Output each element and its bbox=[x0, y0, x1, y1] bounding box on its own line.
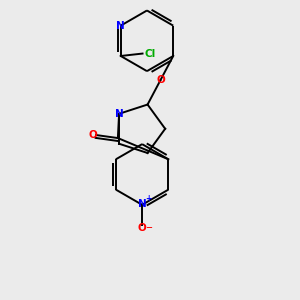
Text: Cl: Cl bbox=[145, 49, 156, 58]
Text: N: N bbox=[115, 109, 124, 119]
Text: O: O bbox=[138, 223, 146, 233]
Text: −: − bbox=[145, 223, 152, 232]
Text: N: N bbox=[116, 21, 125, 31]
Text: +: + bbox=[145, 194, 151, 203]
Text: O: O bbox=[88, 130, 97, 140]
Text: O: O bbox=[156, 75, 165, 85]
Text: N: N bbox=[138, 199, 146, 208]
